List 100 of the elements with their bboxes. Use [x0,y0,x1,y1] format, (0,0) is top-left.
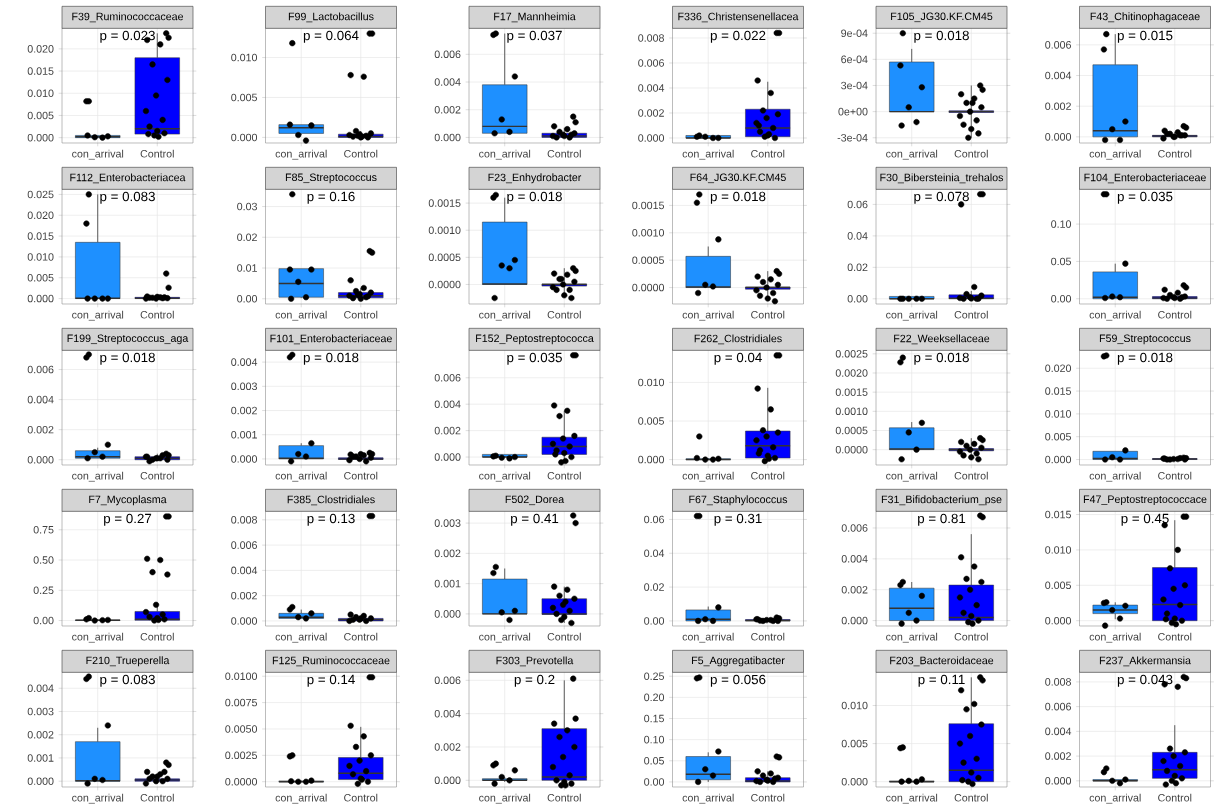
chart-title: F125_Ruminococcaceae [272,656,390,667]
y-tick-label: 0.50 [33,556,54,564]
y-tick-label: 0.005 [231,93,258,102]
chart-title: F385_Clostridiales [287,495,375,506]
y-tick-label: 0.0025 [225,751,257,760]
y-tick-label: 0.004 [1045,71,1072,80]
y-tick-label: 0.004 [434,400,461,408]
annotation: p = 0.015 [1117,30,1173,43]
x-tick-label: con_arrival [275,793,327,804]
y-tick-label: 0.00 [644,617,665,625]
y-tick-label: 9e-04 [841,29,868,37]
annotation: p = 0.31 [714,513,762,526]
y-tick-label: -3e-04 [837,134,868,142]
annotation: p = 0.035 [1117,191,1173,204]
x-tick-label: con_arrival [72,149,124,160]
y-tick-label: 0.004 [1045,727,1072,736]
y-tick-label: 0.006 [841,524,868,532]
y-tick-label: 0.000 [841,777,868,786]
y-tick-label: 0.006 [638,59,664,67]
annotation: p = 0.018 [710,191,766,204]
y-tick-label: 0.010 [638,378,665,387]
x-tick-label: con_arrival [682,310,734,321]
chart-title: F59_Streptococcus [1099,334,1191,345]
annotation: p = 0.41 [511,513,559,526]
chart-title: F237_Akkermansia [1099,656,1191,667]
annotation: p = 0.16 [307,191,355,204]
y-tick-label: 0.00 [1051,294,1072,303]
annotation: p = 0.022 [710,30,766,43]
y-tick-label: 0.000 [27,777,54,785]
y-tick-label: 0.002 [434,549,461,558]
y-tick-label: 0.0005 [632,256,664,264]
chart-title: F23_Enhydrobacter [488,173,582,184]
y-tick-label: 0.0000 [632,283,665,292]
x-tick-label: con_arrival [72,310,124,321]
annotation: p = 0.018 [100,352,155,365]
chart-title: F502_Dorea [505,495,565,506]
x-tick-label: con_arrival [1089,632,1141,643]
y-tick-label: 0.001 [27,754,54,762]
annotation: p = 0.018 [1117,352,1173,365]
x-tick-label: Control [547,310,581,319]
y-tick-label: 0.000 [434,776,461,785]
chart-title: F104_Enterobacteriaceae [1084,173,1206,184]
y-tick-label: 0.0010 [632,229,665,237]
x-tick-label: con_arrival [479,471,531,482]
y-tick-label: 0.05 [644,757,665,765]
y-tick-label: 0.000 [27,455,54,464]
y-tick-label: 6e-04 [841,55,868,64]
chart-title: F31_Bifidobacterium_pse [881,495,1002,506]
y-tick-label: 0.02 [644,583,664,591]
y-tick-label: 0.10 [644,735,665,744]
y-tick-label: 0.02 [237,233,257,242]
y-tick-label: 0.003 [231,382,257,391]
y-tick-label: 0.04 [644,549,665,558]
y-tick-label: 0.002 [434,105,461,114]
y-tick-label: 0.000 [1045,133,1072,141]
annotation: p = 0.043 [1117,674,1173,687]
chart-title: F210_Trueperella [86,656,170,667]
x-tick-label: con_arrival [1089,149,1141,160]
y-tick-label: 0.002 [434,743,461,751]
x-tick-label: con_arrival [479,310,531,321]
chart-title: F43_Chitinophagaceae [1090,12,1200,23]
chart-title: F67_Staphylococcus [689,495,788,506]
y-tick-label: 0.00 [33,616,54,625]
x-tick-label: con_arrival [886,471,938,482]
y-tick-label: 0.008 [1045,678,1071,686]
y-tick-label: 0.010 [1045,546,1072,554]
y-tick-label: 0.008 [231,516,257,524]
y-tick-label: 0.000 [434,610,461,618]
x-tick-label: Control [547,632,581,641]
y-tick-label: 0.04 [847,232,868,240]
chart-title: F101_Enterobacteriaceae [270,334,392,345]
y-tick-label: 0.000 [1045,777,1072,785]
y-tick-label: 0.010 [27,253,54,261]
annotation: p = 0.037 [507,30,562,43]
y-tick-label: 0.006 [27,365,54,374]
y-tick-label: 0.020 [1045,364,1072,373]
y-tick-label: 0.000 [231,617,258,625]
y-tick-label: 0.0000 [835,445,868,454]
y-tick-label: 0.004 [27,684,54,693]
y-tick-label: 0.002 [434,426,461,435]
y-tick-label: 0.004 [434,709,461,718]
x-tick-label: Control [751,310,785,319]
y-tick-label: 0.004 [434,78,461,86]
y-tick-label: 0.20 [644,693,665,702]
y-tick-label: 0e+00 [838,107,868,116]
chart-title: F22_Weeksellaceae [894,334,990,345]
x-tick-label: con_arrival [886,149,938,160]
chart-title: F199_Streptococcus_aga [67,334,189,345]
chart-title: F7_Mycoplasma [89,495,167,506]
x-tick-label: con_arrival [1089,793,1141,804]
chart-title: F336_Christensenellacea [678,12,799,23]
x-tick-label: con_arrival [479,149,531,160]
x-tick-label: Control [344,149,378,158]
chart-title: F85_Streptococcus [285,173,377,184]
annotation: p = 0.078 [914,191,969,204]
x-tick-label: Control [547,471,581,480]
y-tick-label: 0.000 [434,133,461,142]
x-tick-label: Control [344,632,378,641]
y-tick-label: 0.000 [638,455,665,464]
x-tick-label: Control [954,632,988,641]
